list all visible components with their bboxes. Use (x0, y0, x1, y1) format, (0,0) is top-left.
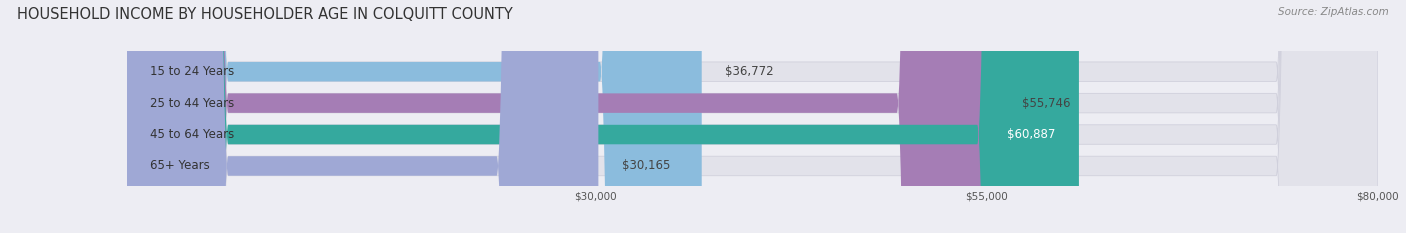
FancyBboxPatch shape (127, 0, 998, 233)
FancyBboxPatch shape (127, 0, 1378, 233)
Text: $36,772: $36,772 (725, 65, 773, 78)
Text: $60,887: $60,887 (1007, 128, 1056, 141)
Text: HOUSEHOLD INCOME BY HOUSEHOLDER AGE IN COLQUITT COUNTY: HOUSEHOLD INCOME BY HOUSEHOLDER AGE IN C… (17, 7, 513, 22)
FancyBboxPatch shape (127, 0, 1378, 233)
FancyBboxPatch shape (127, 0, 1378, 233)
FancyBboxPatch shape (127, 0, 1378, 233)
Text: Source: ZipAtlas.com: Source: ZipAtlas.com (1278, 7, 1389, 17)
Text: 25 to 44 Years: 25 to 44 Years (150, 97, 235, 110)
FancyBboxPatch shape (127, 0, 702, 233)
FancyBboxPatch shape (127, 0, 599, 233)
Text: 45 to 64 Years: 45 to 64 Years (150, 128, 235, 141)
Text: 15 to 24 Years: 15 to 24 Years (150, 65, 235, 78)
FancyBboxPatch shape (127, 0, 1078, 233)
Text: $30,165: $30,165 (621, 159, 671, 172)
Text: $55,746: $55,746 (1022, 97, 1070, 110)
Text: 65+ Years: 65+ Years (150, 159, 209, 172)
